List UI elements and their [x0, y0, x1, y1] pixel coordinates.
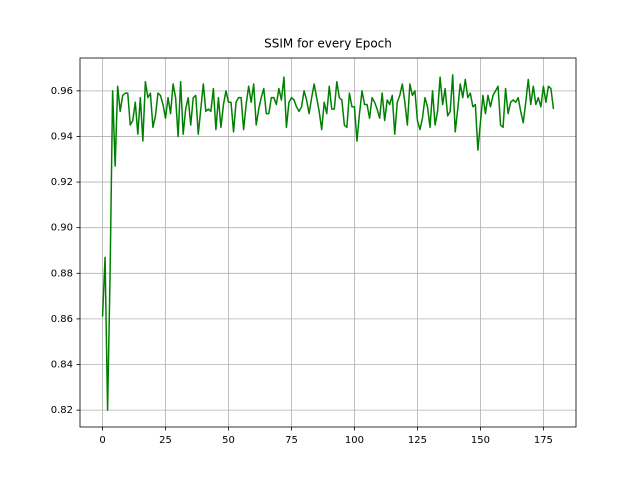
y-tick-label: 0.96	[51, 86, 73, 97]
x-tick-label: 0	[99, 435, 105, 446]
x-tick-label: 150	[471, 435, 490, 446]
x-tick-label: 175	[534, 435, 553, 446]
x-tick-label: 75	[285, 435, 298, 446]
y-tick-label: 0.94	[51, 131, 73, 142]
x-tick-label: 25	[159, 435, 172, 446]
x-tick-label: 50	[222, 435, 235, 446]
plot-frame	[79, 57, 577, 428]
data-line	[101, 74, 555, 411]
y-tick-label: 0.88	[51, 268, 73, 279]
x-tick-label: 100	[345, 435, 364, 446]
y-tick-label: 0.90	[51, 223, 73, 234]
y-tick-label: 0.84	[51, 360, 73, 371]
y-tick-label: 0.92	[51, 177, 73, 188]
x-tick-label: 125	[408, 435, 427, 446]
y-tick-label: 0.82	[51, 405, 73, 416]
y-tick-label: 0.86	[51, 314, 73, 325]
chart-title: SSIM for every Epoch	[264, 37, 392, 51]
